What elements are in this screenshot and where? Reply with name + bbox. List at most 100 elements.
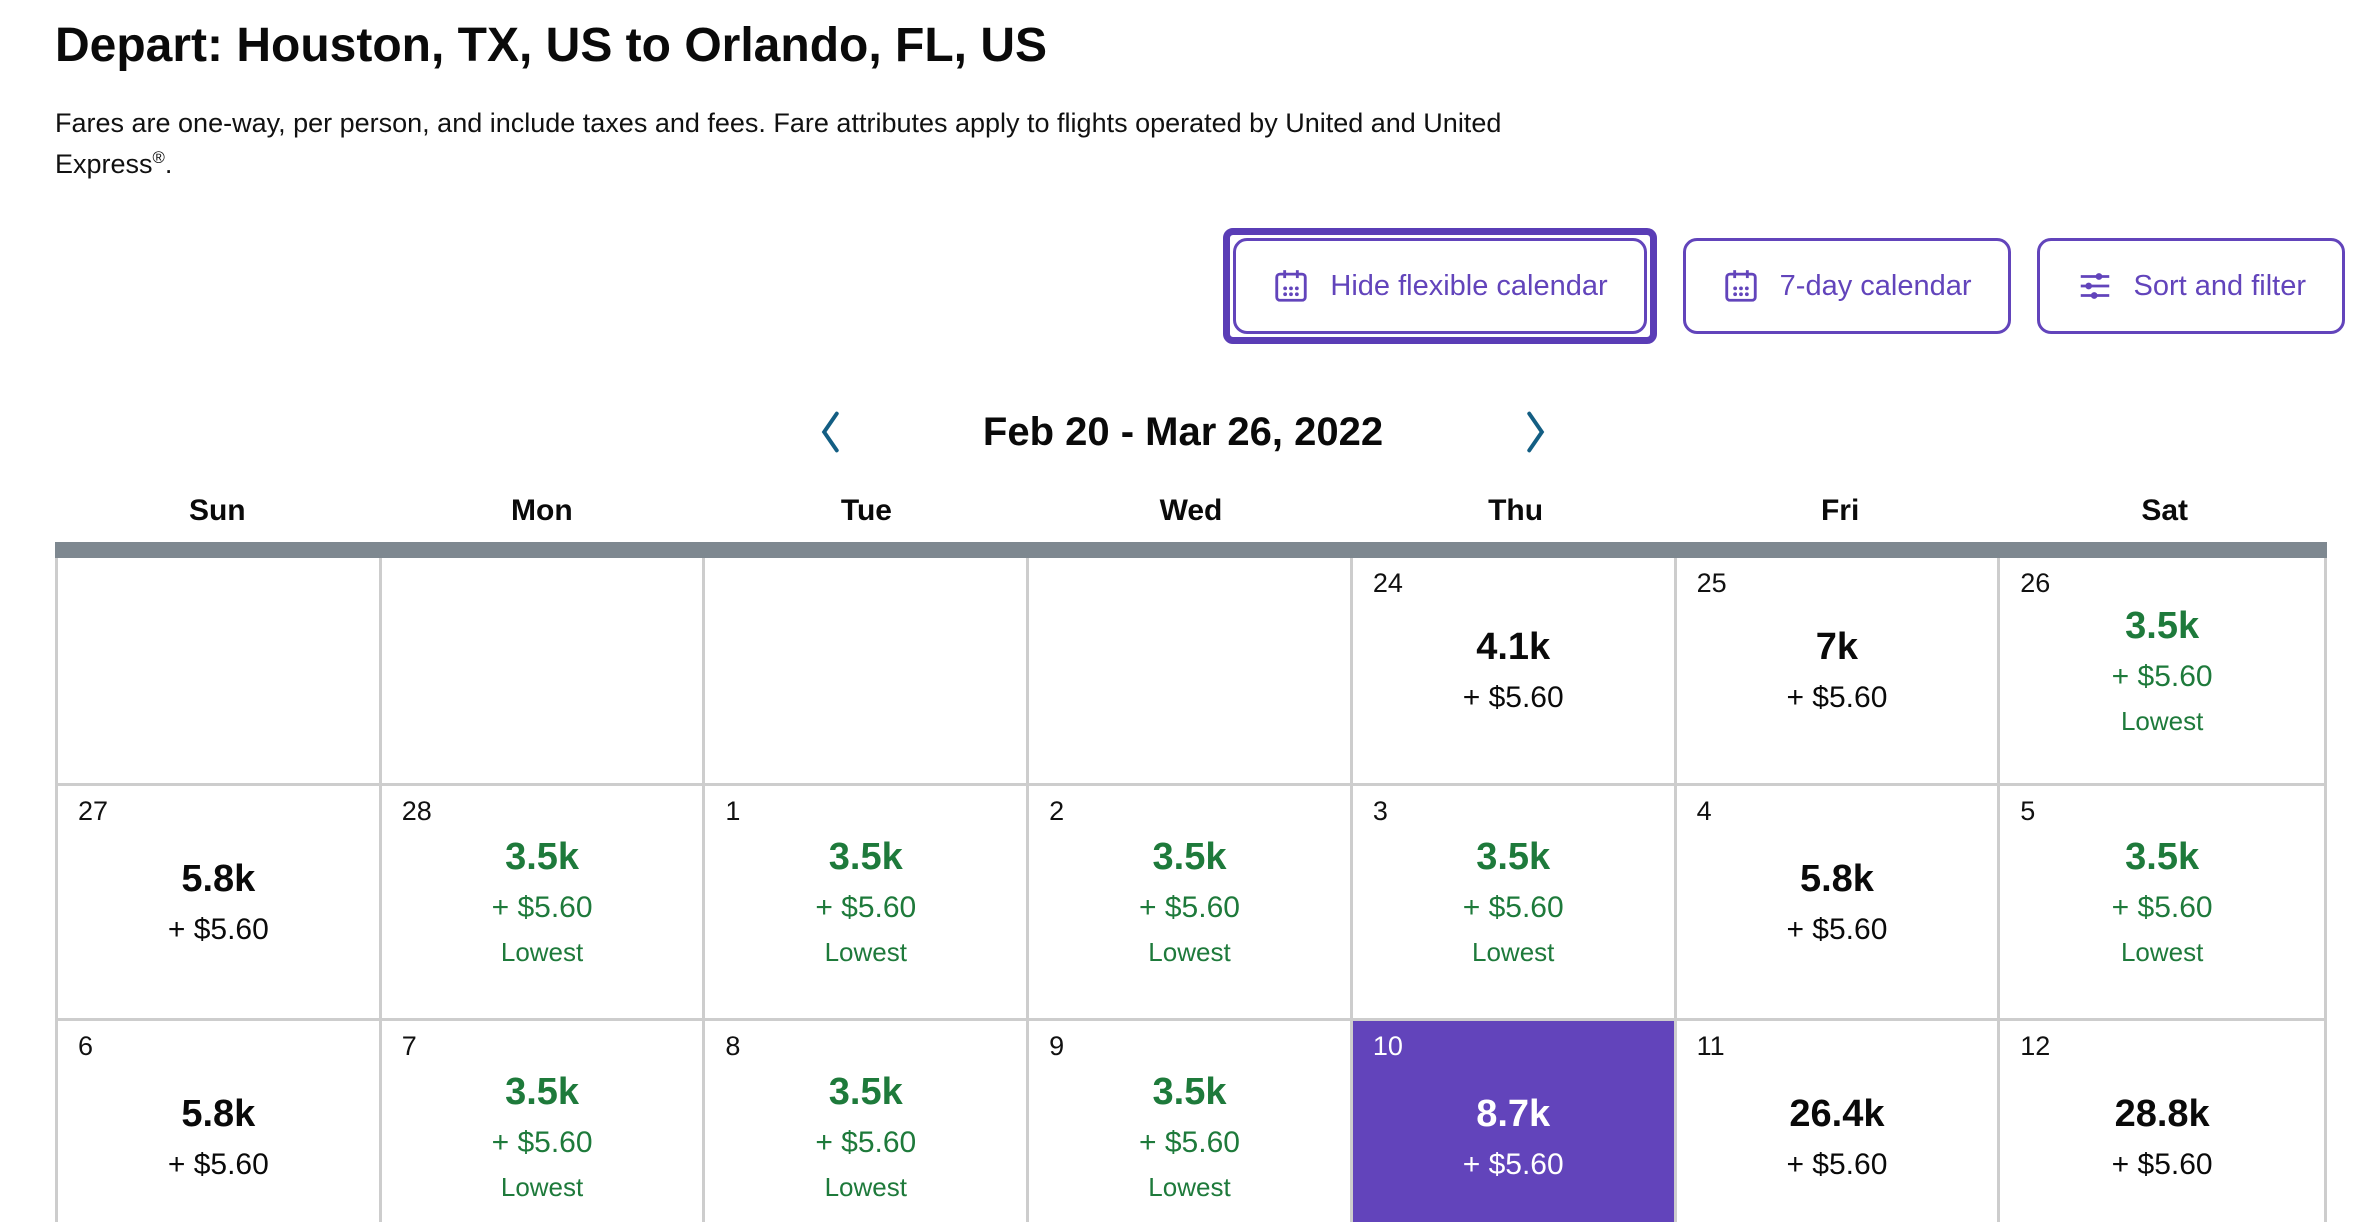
lowest-badge: Lowest [500, 937, 584, 967]
page-title: Depart: Houston, TX, US to Orlando, FL, … [55, 19, 1047, 72]
day-number: 26 [2020, 568, 2051, 598]
fare-amount: 3.5k [1476, 836, 1551, 878]
fare-amount: 28.8k [2114, 1092, 2210, 1135]
fare-amount: 3.5k [828, 1071, 903, 1113]
fare-amount: 3.5k [2125, 604, 2200, 647]
day-number: 7 [401, 1031, 417, 1061]
seven-day-calendar-button[interactable]: 7-day calendar [1682, 238, 2011, 334]
previous-weeks-button[interactable] [809, 406, 853, 458]
fare-fee: + $5.60 [491, 1126, 593, 1159]
fare-amount: 3.5k [1152, 1071, 1227, 1113]
fare-amount: 3.5k [1152, 836, 1227, 878]
fare-cell-blank [1029, 558, 1353, 786]
fare-amount: 3.5k [828, 836, 903, 878]
fare-cell[interactable]: 26 3.5k + $5.60 Lowest [2000, 558, 2324, 786]
lowest-badge: Lowest [1472, 937, 1555, 967]
day-header-tue: Tue [840, 494, 892, 527]
fare-cell[interactable]: 2 3.5k + $5.60 Lowest [1029, 786, 1353, 1021]
lowest-badge: Lowest [2120, 705, 2204, 736]
lowest-badge: Lowest [500, 1172, 584, 1202]
fare-cell-blank [58, 558, 382, 786]
fare-cell[interactable]: 7 3.5k + $5.60 Lowest [381, 1021, 706, 1222]
fare-amount: 4.1k [1476, 626, 1551, 668]
fare-cell[interactable]: 6 5.8k + $5.60 [58, 1021, 382, 1222]
fare-fee: + $5.60 [1786, 1147, 1888, 1181]
date-range-label: Feb 20 - Mar 26, 2022 [982, 409, 1384, 454]
sort-and-filter-button[interactable]: Sort and filter [2036, 238, 2345, 334]
day-number: 3 [1372, 796, 1388, 826]
registered-mark: ® [152, 147, 165, 167]
fare-amount: 3.5k [2125, 836, 2200, 878]
fare-cell-selected[interactable]: 10 8.7k + $5.60 [1352, 1021, 1677, 1222]
calendar-icon [1722, 267, 1760, 305]
fare-cell[interactable]: 28 3.5k + $5.60 Lowest [381, 786, 706, 1021]
fare-amount: 26.4k [1789, 1092, 1885, 1135]
fare-cell[interactable]: 25 7k + $5.60 [1676, 558, 2001, 786]
fare-fee: + $5.60 [167, 912, 269, 946]
day-number: 6 [78, 1031, 94, 1061]
fare-fee: + $5.60 [1139, 891, 1240, 924]
sort-and-filter-label: Sort and filter [2133, 269, 2306, 302]
fare-cell[interactable]: 12 28.8k + $5.60 [2000, 1021, 2324, 1222]
fare-disclaimer: Fares are one-way, per person, and inclu… [55, 103, 1535, 184]
day-number: 10 [1372, 1031, 1403, 1061]
day-number: 27 [78, 796, 109, 826]
fare-cell[interactable]: 24 4.1k + $5.60 [1352, 558, 1677, 786]
fare-calendar: Sun Mon Tue Wed Thu Fri Sat 24 4.1k + $5… [55, 494, 2327, 1222]
day-of-week-headers: Sun Mon Tue Wed Thu Fri Sat [55, 494, 2327, 542]
fare-cell[interactable]: 9 3.5k + $5.60 Lowest [1029, 1021, 1353, 1222]
fare-cell[interactable]: 5 3.5k + $5.60 Lowest [2000, 786, 2324, 1021]
day-number: 12 [2020, 1031, 2051, 1061]
fare-cell[interactable]: 4 5.8k + $5.60 [1676, 786, 2001, 1021]
fare-amount: 5.8k [1799, 857, 1874, 900]
day-number: 24 [1372, 568, 1403, 598]
day-number: 11 [1696, 1031, 1725, 1061]
sliders-icon [2076, 267, 2114, 305]
day-header-wed: Wed [1159, 494, 1223, 527]
hide-flexible-calendar-button[interactable]: Hide flexible calendar [1233, 238, 1647, 334]
fare-fee: + $5.60 [815, 891, 917, 924]
fare-fee: + $5.60 [1462, 1147, 1564, 1181]
next-weeks-button[interactable] [1513, 406, 1557, 458]
lowest-badge: Lowest [824, 1172, 907, 1202]
calendar-week-row: 6 5.8k + $5.60 7 3.5k + $5.60 Lowest 8 3… [55, 1021, 2327, 1222]
fare-amount: 3.5k [505, 836, 580, 878]
fare-disclaimer-period: . [164, 148, 173, 179]
focused-button-ring: Hide flexible calendar [1223, 228, 1657, 344]
day-header-mon: Mon [511, 494, 573, 527]
calendar-header-bar [55, 542, 2327, 558]
chevron-left-icon [816, 409, 846, 455]
fare-cell[interactable]: 8 3.5k + $5.60 Lowest [705, 1021, 1030, 1222]
fare-cell[interactable]: 11 26.4k + $5.60 [1676, 1021, 2001, 1222]
fare-cell[interactable]: 3 3.5k + $5.60 Lowest [1352, 786, 1677, 1021]
fare-fee: + $5.60 [1786, 681, 1888, 714]
day-number: 2 [1049, 796, 1065, 826]
day-header-fri: Fri [1820, 494, 1860, 527]
day-number: 25 [1696, 568, 1727, 598]
fare-fee: + $5.60 [815, 1126, 917, 1159]
fare-fee: + $5.60 [2111, 1147, 2213, 1181]
fare-fee: + $5.60 [1139, 1126, 1240, 1159]
fare-fee: + $5.60 [1462, 681, 1564, 714]
fare-fee: + $5.60 [167, 1147, 269, 1181]
day-header-sat: Sat [2141, 494, 2189, 527]
fare-cell[interactable]: 1 3.5k + $5.60 Lowest [705, 786, 1030, 1021]
lowest-badge: Lowest [1148, 1172, 1231, 1202]
day-header-thu: Thu [1488, 494, 1544, 527]
fare-amount: 7k [1815, 626, 1859, 668]
fare-fee: + $5.60 [2111, 659, 2213, 693]
fare-fee: + $5.60 [491, 891, 593, 924]
day-header-sun: Sun [188, 494, 246, 527]
day-number: 4 [1696, 796, 1712, 826]
fare-cell-blank [705, 558, 1030, 786]
fare-amount: 3.5k [505, 1071, 580, 1113]
fare-amount: 5.8k [181, 1092, 256, 1135]
fare-cell-blank [381, 558, 706, 786]
chevron-right-icon [1520, 409, 1550, 455]
day-number: 9 [1049, 1031, 1065, 1061]
calendar-week-row: 27 5.8k + $5.60 28 3.5k + $5.60 Lowest 1… [55, 786, 2327, 1021]
lowest-badge: Lowest [824, 937, 907, 967]
day-number: 5 [2020, 796, 2036, 826]
fare-cell[interactable]: 27 5.8k + $5.60 [58, 786, 382, 1021]
seven-day-calendar-label: 7-day calendar [1779, 269, 1972, 302]
